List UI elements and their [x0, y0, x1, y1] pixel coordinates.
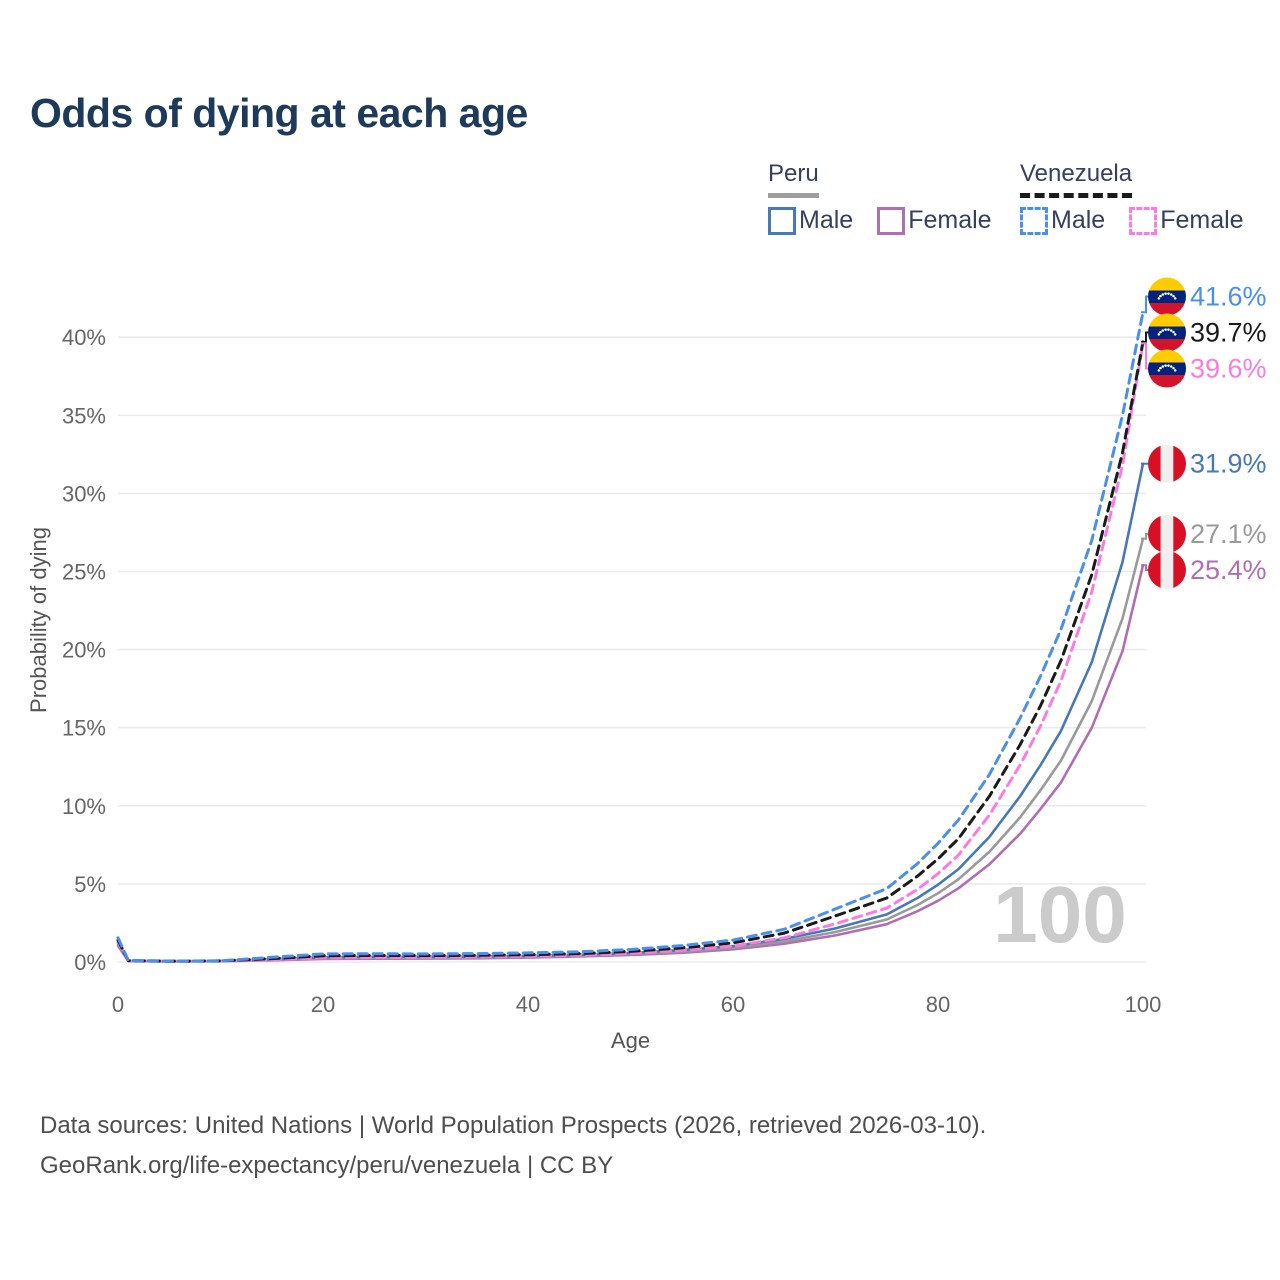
peru-flag-icon: [1148, 444, 1186, 483]
series-line-venezuela-both-sexes[interactable]: [116, 340, 1145, 963]
venezuela-flag-icon: [1148, 277, 1186, 316]
watermark-age-100: 100: [993, 870, 1126, 959]
series-line-venezuela-male[interactable]: [116, 310, 1145, 963]
end-value-label-peru-female: 25.4%: [1190, 555, 1267, 585]
y-tick-label: 30%: [62, 481, 106, 506]
y-tick-label: 35%: [62, 403, 106, 428]
end-value-label-venezuela-both-sexes: 39.7%: [1190, 318, 1267, 348]
series-line-venezuela-female[interactable]: [116, 341, 1145, 963]
y-tick-label: 5%: [74, 872, 106, 897]
legend-item-venezuela-male[interactable]: Male: [1020, 206, 1105, 235]
y-tick-label: 25%: [62, 560, 106, 585]
x-tick-label: 40: [516, 992, 540, 1017]
legend-item-label: Male: [799, 206, 854, 234]
legend-item-label: Male: [1051, 206, 1106, 234]
end-value-label-peru-both-sexes: 27.1%: [1190, 519, 1267, 549]
footer-attribution: GeoRank.org/life-expectancy/peru/venezue…: [40, 1152, 614, 1179]
x-tick-label: 80: [926, 992, 950, 1017]
y-tick-label: 40%: [62, 325, 106, 350]
venezuela-female-swatch-icon: [1129, 206, 1158, 235]
end-value-label-venezuela-female: 39.6%: [1190, 354, 1267, 384]
page-title: Odds of dying at each age: [30, 90, 528, 136]
legend-venezuela-toggle[interactable]: Venezuela: [1020, 160, 1133, 198]
footer: Data sources: United Nations | World Pop…: [40, 1106, 986, 1186]
footer-data-sources: Data sources: United Nations | World Pop…: [40, 1112, 987, 1139]
end-value-label-peru-male: 31.9%: [1190, 449, 1267, 479]
y-tick-label: 15%: [62, 716, 106, 741]
legend-group-peru: Peru Male Female: [768, 160, 992, 235]
legend: Peru Male Female Venezuela Male: [0, 160, 1280, 250]
peru-flag-icon: [1148, 550, 1186, 589]
venezuela-flag-icon: [1148, 313, 1186, 352]
x-tick-label: 20: [311, 992, 335, 1017]
legend-group-venezuela: Venezuela Male Female: [1020, 160, 1244, 235]
legend-item-label: Female: [908, 206, 992, 234]
x-tick-label: 0: [112, 992, 124, 1017]
series-line-peru-male[interactable]: [116, 462, 1145, 963]
venezuela-flag-icon: [1148, 349, 1186, 388]
x-tick-label: 100: [1125, 992, 1162, 1017]
peru-male-swatch-icon: [768, 206, 796, 235]
peru-flag-icon: [1148, 514, 1186, 553]
x-tick-label: 60: [721, 992, 745, 1017]
legend-item-venezuela-female[interactable]: Female: [1129, 206, 1244, 235]
legend-item-peru-female[interactable]: Female: [877, 206, 992, 235]
y-tick-label: 10%: [62, 794, 106, 819]
peru-female-swatch-icon: [877, 206, 906, 235]
legend-item-label: Female: [1160, 206, 1244, 234]
series-line-peru-both-sexes[interactable]: [116, 537, 1145, 963]
legend-peru-toggle[interactable]: Peru: [768, 160, 819, 198]
x-axis-title: Age: [611, 1028, 650, 1053]
y-tick-label: 20%: [62, 638, 106, 663]
end-value-label-venezuela-male: 41.6%: [1190, 282, 1267, 312]
y-axis-title: Probability of dying: [26, 527, 51, 713]
y-tick-label: 0%: [74, 950, 106, 975]
series-line-peru-female[interactable]: [116, 563, 1145, 963]
venezuela-male-swatch-icon: [1020, 206, 1048, 235]
legend-item-peru-male[interactable]: Male: [768, 206, 853, 235]
